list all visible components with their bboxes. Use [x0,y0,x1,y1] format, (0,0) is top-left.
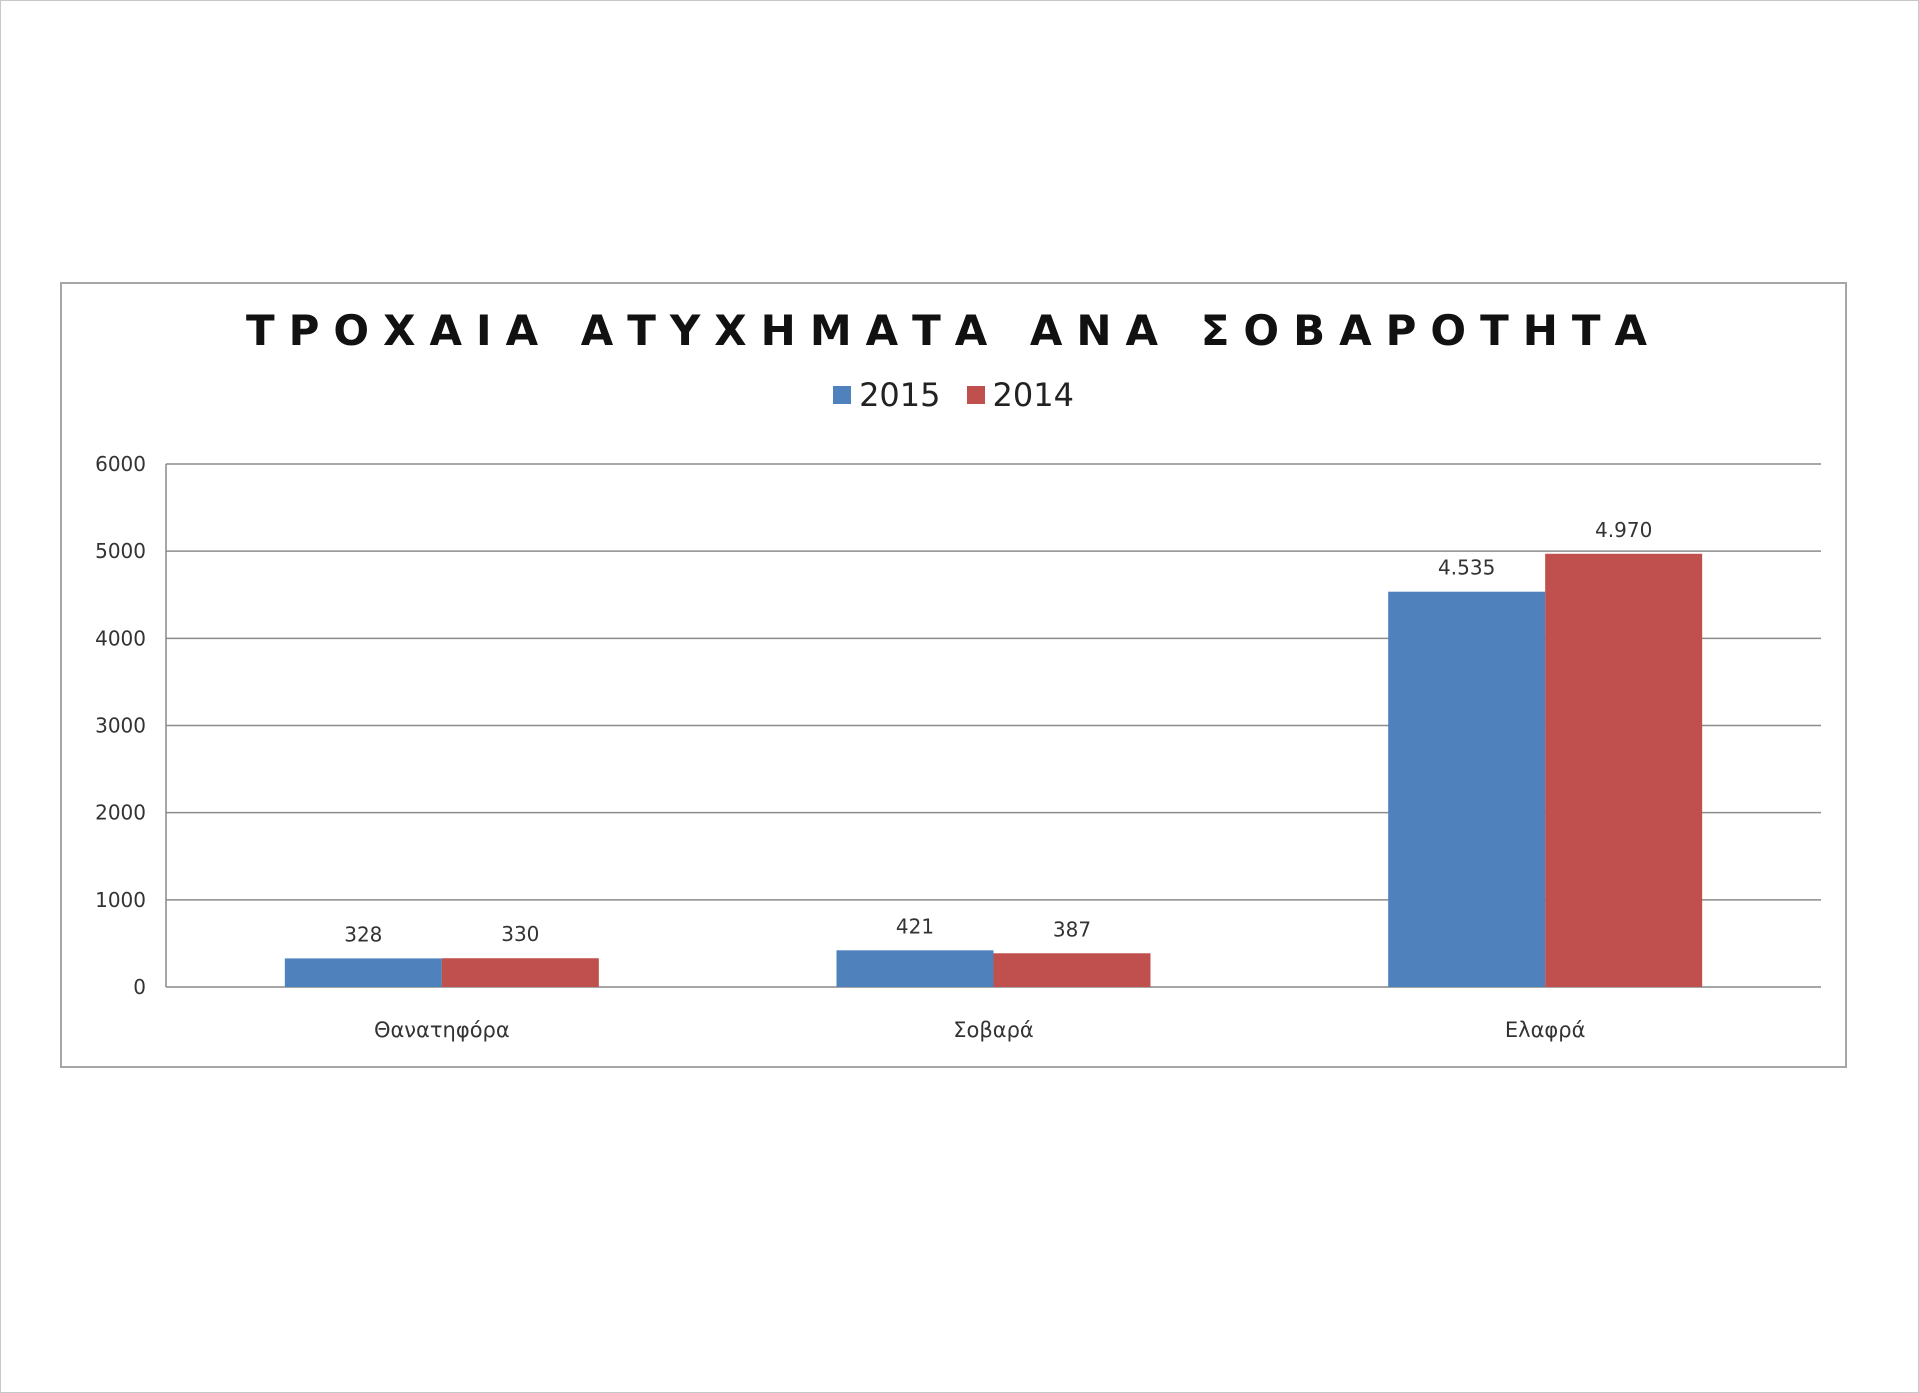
data-label: 387 [1053,917,1091,941]
data-label: 330 [501,922,539,946]
chart-legend: 2015 2014 [62,376,1845,414]
legend-item-2015: 2015 [833,376,941,414]
y-tick-label: 4000 [95,626,146,650]
y-tick-label: 5000 [95,539,146,563]
y-tick-label: 6000 [95,452,146,476]
y-tick-label: 0 [133,975,146,999]
legend-label-2014: 2014 [992,376,1074,414]
data-label: 4.970 [1595,518,1652,542]
bar-2015-2 [1388,591,1546,987]
x-category-label: Ελαφρά [1505,1018,1586,1042]
chart-container: ΤΡΟΧΑΙΑ ΑΤΥΧΗΜΑΤΑ ΑΝΑ ΣΟΒΑΡΟΤΗΤΑ 2015 20… [60,282,1847,1068]
legend-swatch-2015 [833,386,852,404]
data-label: 421 [896,914,934,938]
bar-2015-0 [284,958,442,987]
data-label: 4.535 [1438,556,1495,580]
bar-2014-1 [993,953,1151,987]
y-tick-label: 1000 [95,888,146,912]
y-tick-label: 2000 [95,801,146,825]
bar-2014-0 [441,958,599,987]
y-tick-label: 3000 [95,714,146,738]
bar-2014-2 [1545,553,1703,987]
bar-2015-1 [836,950,994,987]
legend-swatch-2014 [966,386,985,404]
chart-plot-area: 0 1000 2000 3000 4000 5000 6000 328 330 Θανατηφόρ… [95,452,1821,1042]
legend-item-2014: 2014 [966,376,1074,414]
x-category-label: Θανατηφόρα [374,1018,510,1042]
chart-title: ΤΡΟΧΑΙΑ ΑΤΥΧΗΜΑΤΑ ΑΝΑ ΣΟΒΑΡΟΤΗΤΑ [245,306,1662,355]
x-category-label: Σοβαρά [953,1018,1034,1042]
legend-label-2015: 2015 [859,376,941,414]
data-label: 328 [344,922,382,946]
